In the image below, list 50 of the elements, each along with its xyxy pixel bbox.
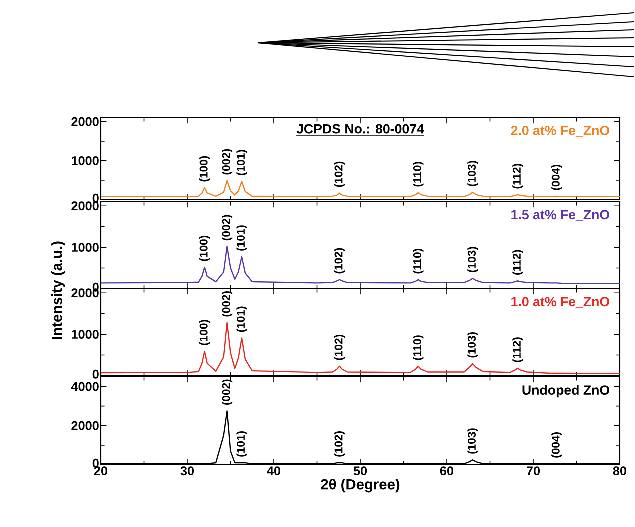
x-axis-title: 2θ (Degree) <box>321 478 400 493</box>
annotation: (110) <box>413 336 424 360</box>
annotation: (103) <box>468 332 478 358</box>
annotation: (112) <box>512 250 524 275</box>
y-tick-label: 4000 <box>71 382 99 392</box>
annotation: (110) <box>413 249 424 274</box>
y-tick-label: 2000 <box>72 202 99 211</box>
annotation: (102) <box>334 162 346 188</box>
annotation: (110) <box>413 162 424 187</box>
annotation: (004) <box>552 164 562 190</box>
annotation: (103) <box>468 161 478 186</box>
annotation: (101) <box>236 226 248 251</box>
y-tick-label: 0 <box>92 370 99 379</box>
annotation: (101) <box>236 306 248 332</box>
y-axis-title: Intensity (a.u.) <box>52 242 66 340</box>
annotation: (102) <box>334 334 346 360</box>
annotation: (101) <box>236 150 248 176</box>
annotation: (112) <box>512 338 524 362</box>
annotation: (103) <box>468 428 478 454</box>
y-tick-label: 1000 <box>72 243 99 252</box>
annotation: JCPDS No.: 80-0074 <box>296 124 424 134</box>
annotation: (103) <box>468 247 478 272</box>
text: 1.0 at% Fe_ZnO <box>512 297 610 308</box>
x-tick-label: 30 <box>180 466 194 476</box>
annotation: (002) <box>222 149 233 175</box>
x-tick-label: 60 <box>440 466 454 476</box>
annotation: (100) <box>200 236 210 262</box>
y-tick-label: 1000 <box>72 330 99 340</box>
x-tick-label: 50 <box>354 466 368 476</box>
annotation: (002) <box>222 215 233 241</box>
annotation: (002) <box>222 291 233 317</box>
annotation: (002) <box>222 380 233 406</box>
annotation: (102) <box>334 432 346 457</box>
annotation: (004) <box>552 432 562 458</box>
y-tick-label: 2000 <box>72 117 99 126</box>
x-tick-label: 20 <box>94 466 108 476</box>
text: 1.5 at% Fe_ZnO <box>512 210 610 222</box>
x-tick-label: 70 <box>526 466 540 476</box>
annotation: (101) <box>236 432 248 457</box>
legend-label: Undoped ZnO <box>522 385 610 398</box>
y-tick-label: 2000 <box>72 421 99 430</box>
annotation: (100) <box>200 320 210 346</box>
y-tick-label: 1000 <box>72 156 99 166</box>
y-tick-label: 0 <box>92 458 99 468</box>
x-tick-label: 80 <box>613 466 627 476</box>
annotation: (100) <box>200 156 210 182</box>
annotation: (112) <box>512 164 524 189</box>
text: 2.0 at% Fe_ZnO <box>511 126 610 137</box>
annotation: (102) <box>334 248 346 274</box>
x-tick-label: 40 <box>267 466 281 476</box>
